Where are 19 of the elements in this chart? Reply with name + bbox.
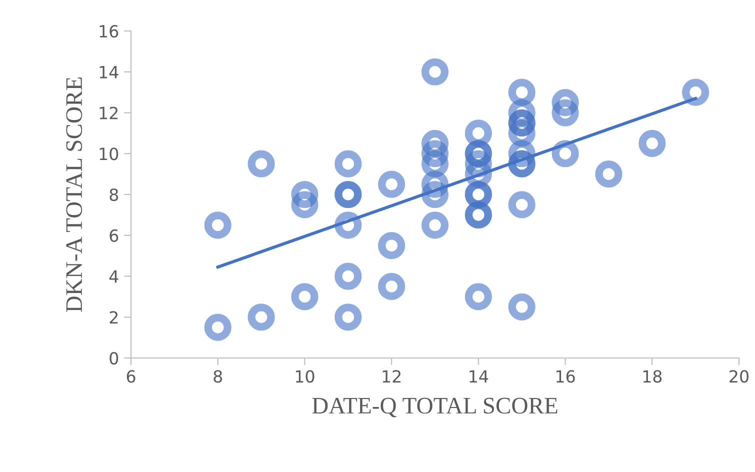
y-tick-label: 16 (100, 24, 118, 38)
x-tick-label: 12 (382, 370, 401, 382)
x-tick-label: 14 (470, 370, 488, 382)
y-tick-label: 2 (110, 311, 118, 324)
y-tick-label: 6 (110, 229, 118, 242)
y-tick-label: 4 (109, 270, 118, 283)
x-tick-label: 8 (214, 370, 222, 383)
x-tick-label: 6 (126, 370, 136, 383)
x-tick-label: 20 (730, 370, 748, 383)
x-tick-label: 10 (296, 370, 314, 383)
y-tick-label: 12 (100, 106, 118, 120)
y-tick-label: 8 (110, 188, 118, 202)
x-axis-title: DATE-Q TOTAL SCORE (312, 398, 558, 418)
y-axis-title: DKN-A TOTAL SCORE (66, 77, 82, 312)
x-tick-label: 16 (556, 370, 575, 383)
x-tick-label: 18 (643, 370, 662, 383)
y-tick-label: 10 (100, 148, 118, 160)
y-tick-label: 0 (110, 352, 118, 365)
y-tick-label: 14 (100, 66, 118, 78)
